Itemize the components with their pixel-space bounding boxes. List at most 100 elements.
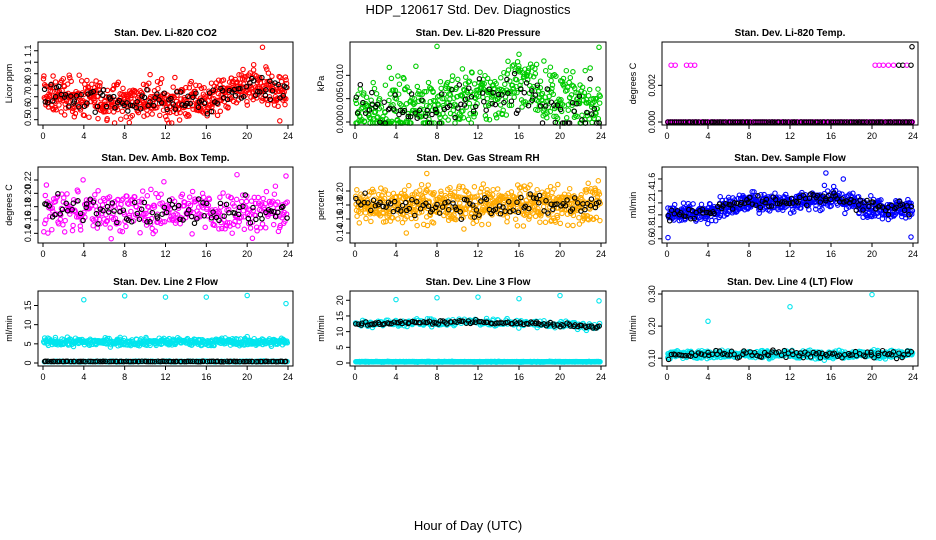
data-point bbox=[124, 193, 130, 199]
x-tick-label: 16 bbox=[201, 372, 211, 382]
data-point bbox=[354, 110, 361, 116]
data-point bbox=[505, 58, 511, 65]
data-point bbox=[103, 218, 110, 225]
data-point bbox=[551, 71, 558, 78]
data-point bbox=[172, 74, 178, 81]
data-point bbox=[265, 207, 272, 213]
data-point bbox=[597, 217, 603, 224]
data-point bbox=[105, 209, 112, 215]
data-point bbox=[378, 104, 385, 110]
data-point bbox=[430, 220, 437, 226]
data-point bbox=[505, 90, 511, 96]
data-point bbox=[498, 75, 504, 81]
data-point bbox=[272, 183, 279, 189]
data-point bbox=[908, 62, 914, 68]
data-point bbox=[137, 106, 144, 112]
data-point bbox=[203, 200, 210, 207]
data-point bbox=[423, 187, 429, 193]
x-tick-label: 0 bbox=[40, 249, 45, 259]
data-point bbox=[576, 93, 583, 99]
data-point bbox=[492, 101, 499, 108]
x-tick-label: 20 bbox=[867, 131, 877, 141]
data-point bbox=[431, 189, 437, 196]
data-point bbox=[77, 227, 84, 233]
data-point bbox=[250, 61, 257, 68]
data-point bbox=[66, 72, 72, 78]
data-point bbox=[43, 182, 50, 188]
data-point bbox=[483, 107, 489, 113]
data-point bbox=[556, 98, 563, 104]
data-point bbox=[711, 119, 718, 125]
data-points bbox=[352, 170, 603, 236]
data-point bbox=[237, 85, 243, 92]
data-point bbox=[390, 106, 397, 112]
data-point bbox=[76, 72, 82, 78]
data-point bbox=[470, 110, 477, 117]
data-point bbox=[539, 90, 546, 97]
data-point bbox=[458, 92, 465, 98]
data-point bbox=[193, 82, 199, 89]
data-point bbox=[413, 215, 419, 222]
data-point bbox=[87, 196, 94, 203]
data-point bbox=[395, 91, 402, 97]
data-point bbox=[861, 119, 867, 125]
data-point bbox=[387, 208, 393, 215]
data-point bbox=[418, 106, 424, 112]
data-point bbox=[97, 80, 103, 86]
data-point bbox=[158, 191, 164, 197]
data-point bbox=[141, 210, 147, 217]
data-point bbox=[111, 208, 117, 214]
data-point bbox=[128, 219, 135, 225]
data-point bbox=[460, 184, 466, 190]
data-point bbox=[171, 205, 178, 211]
data-point bbox=[511, 89, 518, 95]
data-point bbox=[147, 99, 153, 105]
data-point bbox=[508, 98, 515, 104]
x-tick-label: 8 bbox=[434, 131, 439, 141]
data-point bbox=[369, 101, 376, 107]
data-point bbox=[54, 193, 61, 200]
data-point bbox=[587, 76, 593, 82]
data-point bbox=[545, 98, 551, 104]
panel-title: Stan. Dev. Li-820 Pressure bbox=[416, 28, 541, 39]
data-point bbox=[92, 192, 98, 198]
data-point bbox=[487, 100, 493, 107]
data-point bbox=[890, 62, 897, 68]
data-point bbox=[149, 111, 155, 117]
data-point bbox=[366, 107, 373, 113]
panel-title: Stan. Dev. Gas Stream RH bbox=[416, 153, 539, 164]
data-point bbox=[354, 213, 360, 219]
data-point bbox=[447, 92, 454, 98]
data-point bbox=[595, 178, 602, 184]
data-point bbox=[215, 210, 222, 216]
data-point bbox=[53, 107, 59, 113]
data-point bbox=[85, 91, 91, 97]
data-point bbox=[471, 113, 477, 120]
data-point bbox=[195, 196, 202, 202]
data-point bbox=[240, 93, 247, 100]
data-point bbox=[484, 75, 491, 82]
data-point bbox=[42, 220, 48, 227]
x-tick-label: 20 bbox=[555, 131, 565, 141]
data-point bbox=[106, 108, 112, 115]
x-tick-label: 0 bbox=[352, 131, 357, 141]
data-point bbox=[69, 206, 75, 213]
data-point bbox=[453, 216, 459, 223]
data-point bbox=[769, 119, 776, 125]
y-tick-label: 0.16 bbox=[23, 211, 33, 229]
data-point bbox=[486, 116, 493, 123]
data-point bbox=[177, 109, 183, 116]
data-point bbox=[134, 99, 140, 105]
data-point bbox=[687, 119, 693, 125]
data-point bbox=[224, 96, 231, 103]
data-point bbox=[50, 98, 56, 104]
data-point bbox=[529, 88, 535, 94]
data-point bbox=[885, 216, 892, 223]
x-tick-label: 12 bbox=[785, 131, 795, 141]
data-point bbox=[542, 219, 549, 226]
data-point bbox=[555, 181, 561, 188]
figure-title: HDP_120617 Std. Dev. Diagnostics bbox=[365, 2, 571, 17]
x-tick-label: 24 bbox=[283, 131, 293, 141]
data-point bbox=[203, 294, 210, 300]
